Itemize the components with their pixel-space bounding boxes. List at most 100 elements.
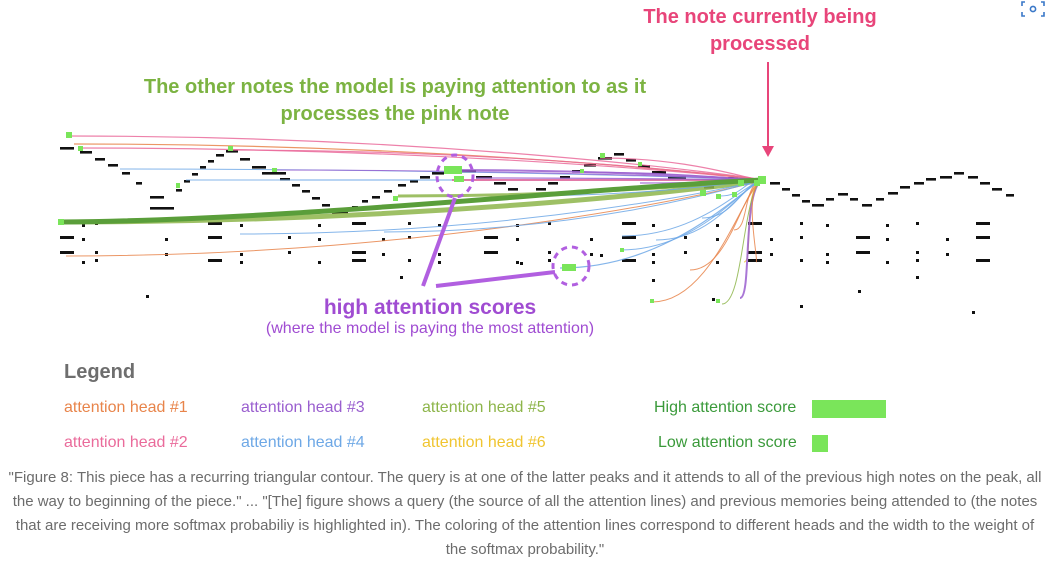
note-bar bbox=[684, 251, 687, 254]
note-bar bbox=[548, 251, 551, 254]
note-bar bbox=[95, 158, 105, 161]
annotation-other-notes: The other notes the model is paying atte… bbox=[143, 76, 647, 125]
note-bar bbox=[384, 190, 392, 193]
note-bar bbox=[916, 259, 919, 262]
note-bar bbox=[150, 196, 164, 199]
highlighted-note bbox=[580, 169, 584, 173]
note-bar bbox=[288, 251, 291, 254]
note-bar bbox=[916, 222, 919, 225]
note-bar bbox=[858, 290, 861, 293]
note-bar bbox=[946, 253, 949, 256]
note-bar bbox=[176, 189, 182, 192]
note-bar bbox=[408, 259, 411, 262]
note-bar bbox=[372, 196, 380, 199]
note-bar bbox=[80, 151, 92, 154]
note-bar bbox=[850, 198, 858, 201]
legend-low-score-label: Low attention score bbox=[658, 434, 797, 451]
attention-line bbox=[559, 179, 763, 269]
note-bar bbox=[826, 198, 834, 201]
note-bar bbox=[626, 159, 636, 162]
note-bar bbox=[684, 236, 687, 239]
legend-head-2: attention head #2 bbox=[64, 434, 188, 451]
legend-head-1: attention head #1 bbox=[64, 399, 188, 416]
scan-icon[interactable] bbox=[1020, 0, 1046, 18]
note-bar bbox=[976, 222, 990, 225]
note-bar bbox=[122, 172, 130, 175]
note-bar bbox=[322, 204, 330, 207]
note-bar bbox=[208, 259, 222, 262]
note-bar bbox=[652, 253, 655, 256]
attention-lines bbox=[59, 135, 763, 305]
note-bar bbox=[622, 236, 636, 239]
note-bar bbox=[916, 276, 919, 279]
note-bar bbox=[652, 279, 655, 282]
annotation-high-scores: high attention scores bbox=[323, 296, 537, 319]
note-bar bbox=[508, 188, 518, 191]
highlighted-note bbox=[754, 180, 760, 186]
note-bar bbox=[980, 182, 990, 185]
note-bar bbox=[886, 261, 889, 264]
note-bar bbox=[408, 236, 411, 239]
note-bar bbox=[638, 165, 650, 168]
note-bar bbox=[716, 238, 719, 241]
legend-head-3: attention head #3 bbox=[241, 399, 365, 416]
note-bar bbox=[262, 172, 286, 175]
note-bar bbox=[226, 150, 238, 153]
note-bar bbox=[716, 224, 719, 227]
note-bar bbox=[748, 259, 762, 262]
note-bar bbox=[976, 259, 990, 262]
note-bar bbox=[800, 236, 803, 239]
note-bar bbox=[60, 236, 74, 239]
note-bar bbox=[712, 298, 715, 301]
note-bar bbox=[940, 176, 952, 179]
note-bar bbox=[352, 259, 366, 262]
note-bar bbox=[200, 166, 206, 169]
note-bar bbox=[420, 176, 430, 179]
note-bar bbox=[614, 153, 624, 156]
note-bar bbox=[318, 261, 321, 264]
note-bar bbox=[770, 238, 773, 241]
note-bar bbox=[976, 236, 990, 239]
note-bar bbox=[432, 172, 444, 175]
note-bar bbox=[782, 188, 790, 191]
note-bar bbox=[400, 276, 403, 279]
highlighted-note bbox=[716, 299, 720, 303]
note-bar bbox=[146, 295, 149, 298]
note-bar bbox=[208, 236, 222, 239]
note-bar bbox=[408, 222, 411, 225]
legend-title: Legend bbox=[64, 361, 136, 383]
note-bar bbox=[560, 176, 570, 179]
note-bar bbox=[240, 224, 243, 227]
note-bar bbox=[954, 172, 964, 175]
highlighted-note bbox=[444, 166, 462, 174]
note-bar bbox=[800, 222, 803, 225]
highlighted-note bbox=[700, 190, 706, 196]
highlighted-note bbox=[176, 183, 180, 188]
legend-high-score-swatch bbox=[812, 400, 886, 418]
note-bar bbox=[748, 222, 762, 225]
highlighted-note bbox=[393, 196, 398, 201]
note-bar bbox=[312, 197, 320, 200]
note-bar bbox=[410, 180, 418, 183]
note-bar bbox=[886, 238, 889, 241]
note-bar bbox=[622, 222, 636, 225]
note-bar bbox=[802, 200, 810, 203]
attention-line bbox=[383, 179, 763, 233]
note-bar bbox=[876, 198, 884, 201]
legend-low-score-swatch bbox=[812, 435, 828, 452]
note-bar bbox=[95, 259, 98, 262]
attention-line bbox=[739, 179, 763, 299]
legend-head-4: attention head #4 bbox=[241, 434, 365, 451]
annotation-current-note: The note currently being processed bbox=[643, 6, 877, 55]
note-bar bbox=[362, 200, 368, 203]
highlighted-note bbox=[650, 299, 654, 303]
note-bar bbox=[926, 178, 936, 181]
note-bar bbox=[536, 188, 546, 191]
note-bars bbox=[60, 147, 1014, 314]
note-bar bbox=[292, 184, 300, 187]
attention-line bbox=[227, 149, 763, 181]
note-bar bbox=[476, 176, 492, 179]
note-bar bbox=[252, 166, 266, 169]
legend-head-6: attention head #6 bbox=[422, 434, 546, 451]
attention-line bbox=[721, 179, 763, 305]
